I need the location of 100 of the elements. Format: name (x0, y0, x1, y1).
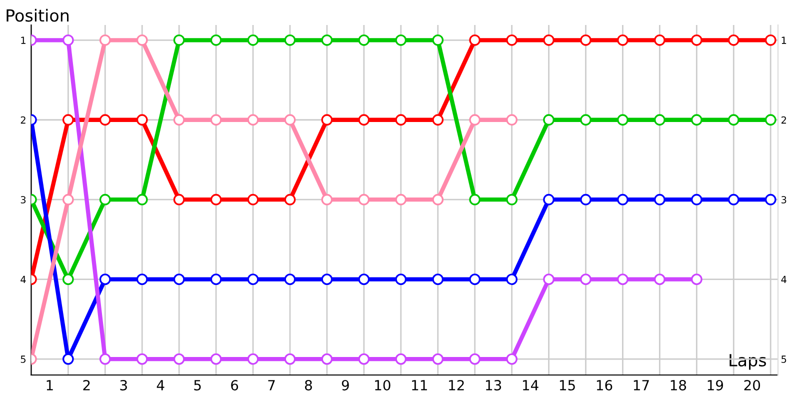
point (728, 194, 740, 206)
point (210, 114, 222, 126)
y2-tick-label: 3 (782, 196, 786, 204)
point (690, 194, 702, 206)
point (173, 194, 185, 206)
x-tick-label: 15 (560, 380, 575, 390)
point (62, 34, 74, 46)
point (173, 34, 185, 46)
point (284, 353, 296, 365)
point (321, 194, 333, 206)
y2-tick-label: 1 (782, 36, 786, 44)
point (543, 34, 554, 46)
point (506, 353, 518, 365)
x-tick-label: 11 (412, 380, 427, 390)
x-tick-label: 7 (268, 380, 275, 390)
point (764, 114, 776, 126)
point (210, 194, 222, 206)
point (728, 114, 740, 126)
x-tick-label: 5 (194, 380, 201, 390)
point (654, 194, 666, 206)
point (617, 114, 628, 126)
y2-tick-label: 4 (781, 276, 786, 284)
x-tick-label: 6 (231, 380, 238, 390)
point (432, 274, 444, 286)
point (728, 34, 740, 46)
y-tick-label: 3 (20, 196, 26, 204)
x-tick-label: 10 (375, 380, 390, 390)
x-tick-label: 3 (120, 380, 127, 390)
point (210, 353, 222, 365)
point (284, 114, 296, 126)
point (62, 274, 74, 286)
point (543, 274, 554, 286)
y2-tick-label: 5 (782, 356, 786, 363)
y-tick-label: 2 (20, 116, 26, 124)
point (247, 274, 259, 286)
y-axis-title: Position (6, 8, 69, 22)
point (469, 353, 481, 365)
point (432, 114, 444, 126)
point (136, 194, 148, 206)
point (284, 194, 296, 206)
x-tick-label: 1 (46, 380, 53, 390)
x-tick-label: 20 (744, 380, 760, 390)
point (580, 114, 592, 126)
x-tick-label: 19 (708, 380, 724, 390)
point (580, 34, 592, 46)
point (395, 114, 407, 126)
point (210, 274, 222, 286)
x-tick-label: 16 (596, 380, 612, 390)
point (432, 194, 444, 206)
point (654, 114, 666, 126)
point (247, 34, 259, 46)
point (764, 194, 776, 206)
point (617, 274, 628, 286)
point (99, 353, 111, 365)
point (136, 34, 148, 46)
point (321, 274, 333, 286)
point (469, 194, 481, 206)
point (358, 274, 370, 286)
x-tick-label: 13 (486, 380, 502, 390)
point (173, 274, 185, 286)
x-tick-label: 8 (305, 380, 312, 390)
point (247, 114, 259, 126)
point (580, 194, 592, 206)
point (506, 274, 518, 286)
x-tick-label: 2 (83, 380, 90, 390)
point (543, 114, 554, 126)
point (62, 353, 74, 365)
point (395, 274, 407, 286)
point (469, 34, 481, 46)
point (284, 34, 296, 46)
point (690, 114, 702, 126)
y-tick-label: 5 (20, 356, 26, 363)
point (358, 194, 370, 206)
point (99, 34, 111, 46)
x-tick-label: 9 (342, 380, 349, 390)
x-tick-label: 18 (670, 380, 686, 390)
y2-tick-label: 2 (781, 116, 786, 124)
point (358, 353, 370, 365)
x-tick-label: 12 (449, 380, 464, 390)
point (358, 34, 370, 46)
x-tick-label: 14 (522, 380, 538, 390)
point (284, 274, 296, 286)
point (173, 114, 185, 126)
point (395, 194, 407, 206)
point (395, 34, 407, 46)
point (690, 274, 702, 286)
point (247, 194, 259, 206)
x-tick-label: 17 (634, 380, 649, 390)
point (543, 194, 554, 206)
point (136, 114, 148, 126)
point (469, 114, 481, 126)
point (136, 274, 148, 286)
point (247, 353, 259, 365)
y-tick-label: 1 (21, 36, 26, 44)
point (617, 194, 628, 206)
point (62, 194, 74, 206)
point (321, 34, 333, 46)
point (99, 274, 111, 286)
point (321, 114, 333, 126)
point (617, 34, 628, 46)
